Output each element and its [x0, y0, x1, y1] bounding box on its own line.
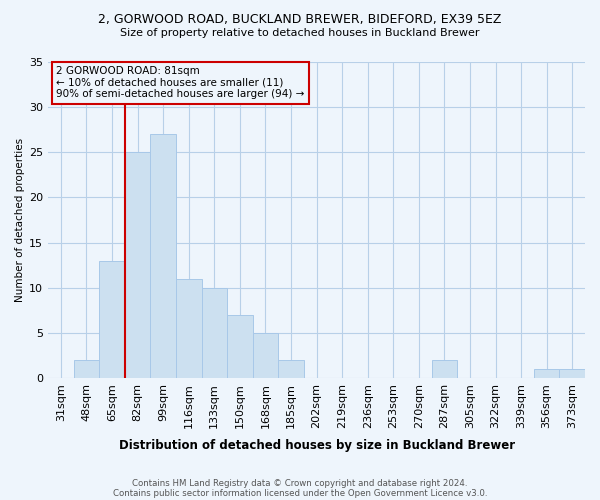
Bar [74, 360, 99, 378]
X-axis label: Distribution of detached houses by size in Buckland Brewer: Distribution of detached houses by size … [119, 440, 515, 452]
Bar [202, 288, 227, 378]
Text: 2, GORWOOD ROAD, BUCKLAND BREWER, BIDEFORD, EX39 5EZ: 2, GORWOOD ROAD, BUCKLAND BREWER, BIDEFO… [98, 12, 502, 26]
Bar [176, 279, 202, 378]
Text: Size of property relative to detached houses in Buckland Brewer: Size of property relative to detached ho… [120, 28, 480, 38]
Bar [253, 333, 278, 378]
Text: Contains HM Land Registry data © Crown copyright and database right 2024.: Contains HM Land Registry data © Crown c… [132, 478, 468, 488]
Bar [125, 152, 151, 378]
Bar [534, 370, 559, 378]
Bar [151, 134, 176, 378]
Text: Contains public sector information licensed under the Open Government Licence v3: Contains public sector information licen… [113, 488, 487, 498]
Bar [227, 315, 253, 378]
Text: 2 GORWOOD ROAD: 81sqm
← 10% of detached houses are smaller (11)
90% of semi-deta: 2 GORWOOD ROAD: 81sqm ← 10% of detached … [56, 66, 305, 100]
Bar [431, 360, 457, 378]
Y-axis label: Number of detached properties: Number of detached properties [15, 138, 25, 302]
Bar [278, 360, 304, 378]
Bar [99, 260, 125, 378]
Bar [559, 370, 585, 378]
